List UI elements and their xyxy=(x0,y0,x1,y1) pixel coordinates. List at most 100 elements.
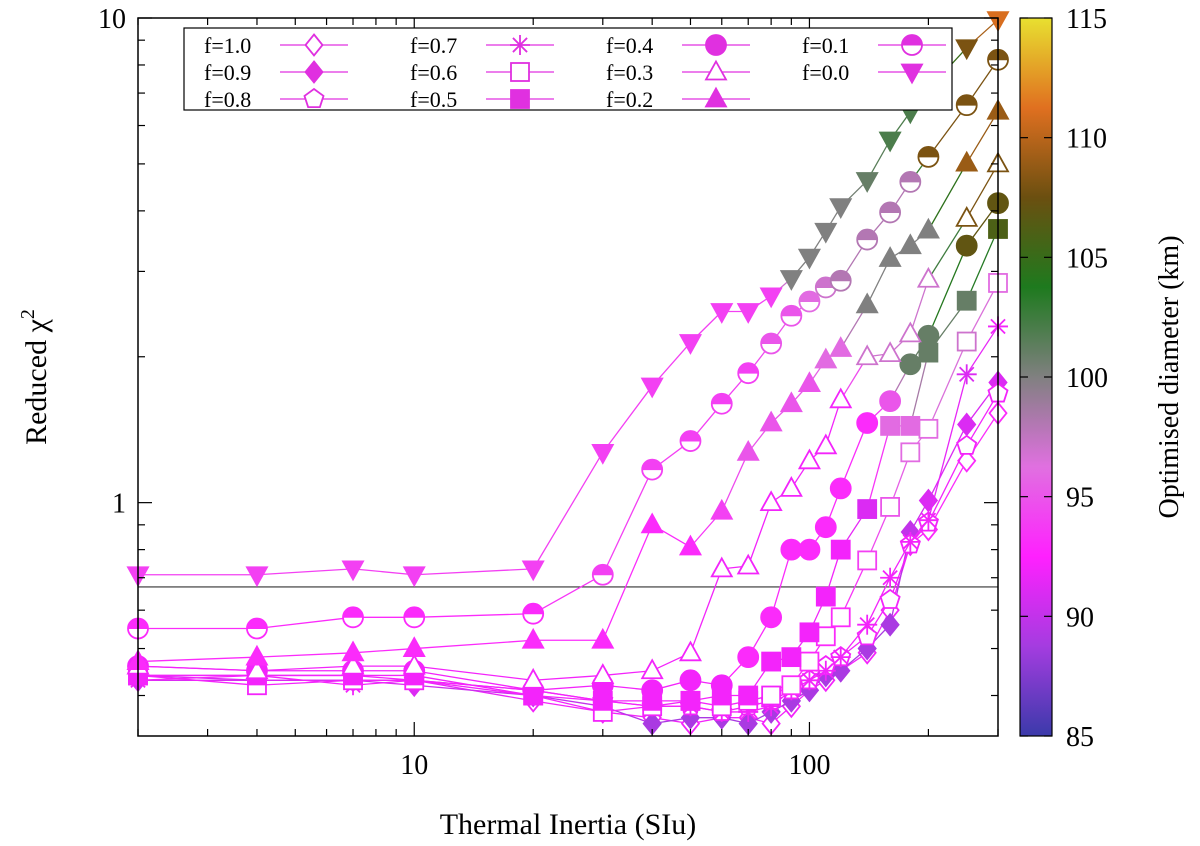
data-point xyxy=(855,344,879,366)
data-point xyxy=(878,131,902,153)
data-point xyxy=(878,341,902,363)
data-point xyxy=(797,448,821,470)
data-point xyxy=(799,622,820,643)
x-tick-label: 10 xyxy=(400,750,428,781)
series-segment xyxy=(840,422,868,489)
data-point xyxy=(955,150,979,172)
x-axis-label: Thermal Inertia (SIu) xyxy=(440,808,697,841)
series-segment xyxy=(748,705,772,713)
data-point xyxy=(779,476,803,497)
data-point xyxy=(880,567,901,588)
data-point xyxy=(678,640,703,662)
data-point xyxy=(798,538,821,561)
series-layer xyxy=(126,11,1010,736)
data-point xyxy=(855,172,879,193)
data-point xyxy=(855,292,879,314)
series-segment xyxy=(352,647,415,654)
data-point xyxy=(898,233,922,255)
colorbar-tick-label: 90 xyxy=(1066,602,1094,633)
data-point xyxy=(917,145,940,168)
legend-entry: f=0.5 xyxy=(410,87,554,112)
data-point xyxy=(245,644,269,666)
data-point xyxy=(641,458,664,481)
data-point xyxy=(880,415,901,436)
series-segment xyxy=(137,674,258,686)
y-tick-label: 1 xyxy=(112,489,126,520)
data-point xyxy=(759,410,783,432)
data-point xyxy=(521,560,545,582)
series-segment xyxy=(721,452,749,512)
data-point xyxy=(956,434,978,455)
data-point xyxy=(900,442,921,463)
data-point xyxy=(918,510,939,531)
series-segment xyxy=(533,694,603,707)
data-point xyxy=(880,612,900,637)
data-point xyxy=(245,566,269,588)
data-point xyxy=(341,640,365,662)
series-segment xyxy=(533,694,603,713)
data-point xyxy=(403,606,426,629)
data-point xyxy=(402,653,426,675)
colorbar-tick-label: 85 xyxy=(1066,722,1094,753)
series-segment xyxy=(137,665,257,672)
data-point xyxy=(679,430,702,452)
data-point xyxy=(521,627,545,649)
data-point xyxy=(815,586,836,607)
series-segment xyxy=(256,674,354,686)
colorbar-label: Optimised diameter (km) xyxy=(1154,235,1185,518)
series-segment xyxy=(414,665,534,681)
legend-entry: f=1.0 xyxy=(204,33,348,58)
series-segment xyxy=(927,245,968,336)
data-point xyxy=(899,171,922,193)
legend-marker xyxy=(304,60,324,84)
data-point xyxy=(781,675,802,696)
legend-label: f=0.6 xyxy=(410,60,457,85)
series-segment xyxy=(909,352,930,427)
data-point xyxy=(759,490,783,512)
data-point xyxy=(679,669,702,692)
series-segment xyxy=(533,684,603,691)
legend: f=1.0f=0.9f=0.8 f=0.7f=0.6f=0.5 f=0.4f=0.3… xyxy=(183,27,953,112)
plot-frame xyxy=(137,17,999,737)
series-segment xyxy=(256,568,354,576)
data-point xyxy=(246,617,268,640)
data-point xyxy=(899,353,922,376)
data-point xyxy=(830,607,851,628)
data-point xyxy=(797,371,821,393)
colorbar-tick-label: 110 xyxy=(1066,124,1107,155)
data-point xyxy=(916,266,940,288)
colorbar-tick-label: 95 xyxy=(1066,483,1094,514)
data-point xyxy=(641,679,664,702)
data-point xyxy=(759,287,783,309)
data-point xyxy=(342,606,364,629)
data-point xyxy=(814,347,838,369)
data-point xyxy=(779,391,803,413)
data-point xyxy=(857,499,878,519)
series-segment xyxy=(533,694,603,702)
data-point xyxy=(814,516,837,539)
legend-marker xyxy=(510,89,530,109)
data-point xyxy=(736,439,760,461)
data-point xyxy=(737,362,760,385)
legend-marker xyxy=(705,34,727,56)
data-point xyxy=(955,234,978,257)
series-segment xyxy=(866,425,891,510)
data-point xyxy=(761,651,782,672)
data-point xyxy=(640,512,664,534)
data-point xyxy=(955,94,978,117)
data-point xyxy=(710,303,734,324)
data-point xyxy=(341,560,365,582)
legend-marker xyxy=(303,87,325,108)
series-segment xyxy=(256,679,354,686)
series-segment xyxy=(602,385,653,453)
legend-entry: f=0.6 xyxy=(410,60,554,85)
data-point xyxy=(900,531,921,552)
data-point xyxy=(799,651,820,672)
y-axis-label-text: Reduced χ xyxy=(20,318,53,444)
legend-entry: f=0.7 xyxy=(410,33,554,58)
axes-layer: 10 100 1 10 xyxy=(98,4,999,781)
data-point xyxy=(898,321,922,343)
legend-label: f=0.0 xyxy=(802,60,849,85)
data-point xyxy=(829,269,852,292)
